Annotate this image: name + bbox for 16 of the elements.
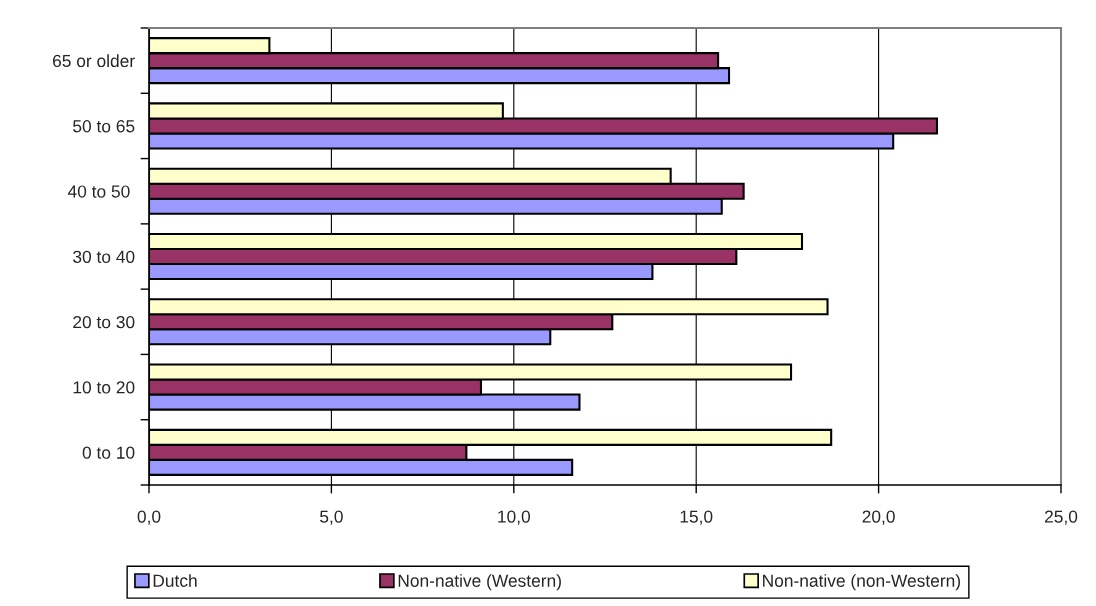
y-tick-label: 65 or older (53, 54, 135, 68)
y-tick-label: 10 to 20 (73, 381, 135, 394)
x-tick-label: 10,0 (498, 510, 531, 525)
legend-label: Dutch (153, 574, 197, 587)
y-tick-label: 20 to 30 (73, 315, 135, 329)
x-tick-label: 5,0 (320, 510, 343, 525)
x-tick-label: 20,0 (862, 510, 895, 525)
legend-label: Non-native (Western) (398, 574, 561, 591)
legend-label: Non-native (non-Western) (763, 574, 960, 591)
y-tick-label: 50 to 65 (73, 120, 135, 133)
y-tick-label: 30 to 40 (73, 250, 135, 263)
y-tick-label: 40 to 50 (67, 185, 130, 198)
x-tick-label: 15,0 (680, 510, 713, 525)
x-tick-label: 0,0 (137, 510, 161, 525)
x-tick-label: 25,0 (1044, 510, 1078, 525)
y-tick-label: 0 to 10 (82, 446, 135, 459)
